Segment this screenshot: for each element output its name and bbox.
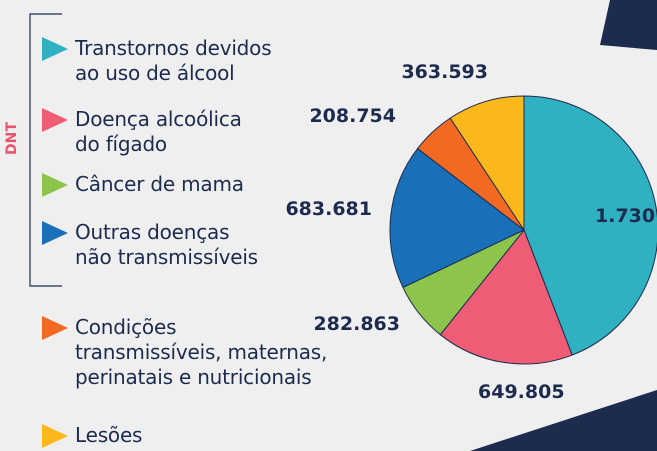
legend-marker <box>42 108 68 132</box>
legend-label: Doença alcoólica do fígado <box>75 107 242 156</box>
decoration <box>470 390 657 451</box>
decoration <box>600 0 657 50</box>
pie-slice <box>449 95 525 232</box>
pie-slice <box>523 95 657 356</box>
bracket <box>29 13 62 287</box>
value-label: 282.863 <box>313 313 400 335</box>
legend-marker <box>42 37 68 61</box>
legend-label: Transtornos devidos ao uso de álcool <box>75 36 272 85</box>
legend-marker <box>42 173 68 197</box>
value-label: 649.805 <box>478 381 565 403</box>
legend-label: Condições transmissíveis, maternas, peri… <box>75 315 328 389</box>
value-label: 363.593 <box>401 61 488 83</box>
legend-label: Câncer de mama <box>75 172 244 196</box>
value-label: 683.681 <box>285 198 372 220</box>
legend-marker <box>42 316 68 340</box>
legend-label: Outras doenças não transmissíveis <box>75 220 258 269</box>
value-label: 208.754 <box>309 105 396 127</box>
legend-label: Lesões <box>75 423 143 447</box>
legend-marker <box>42 424 68 448</box>
pie-slice <box>389 147 525 289</box>
value-label: 1.730.233 <box>595 205 657 227</box>
group-label: DNT <box>4 122 20 155</box>
pie-slice <box>439 229 573 365</box>
legend-marker <box>42 221 68 245</box>
